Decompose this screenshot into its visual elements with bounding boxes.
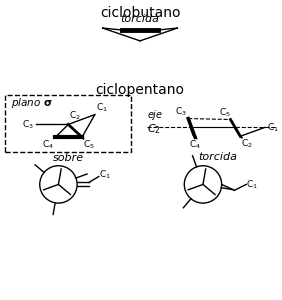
- Text: C$_4$: C$_4$: [189, 138, 201, 151]
- Text: C$_3$: C$_3$: [22, 118, 34, 131]
- Text: torcida: torcida: [198, 152, 237, 162]
- Text: ciclobutano: ciclobutano: [100, 6, 180, 20]
- Text: C$_3$: C$_3$: [175, 105, 187, 118]
- Text: ciclopentano: ciclopentano: [96, 83, 184, 97]
- Text: C$_1$: C$_1$: [246, 178, 258, 191]
- Text: C$_2$: C$_2$: [241, 137, 253, 150]
- Text: C$_1$: C$_1$: [99, 168, 111, 181]
- Text: C$_4$: C$_4$: [43, 138, 54, 151]
- Text: torcida: torcida: [120, 14, 160, 24]
- Text: $\mathbf{\mathit{plano}}$ $\mathbf{\sigma}$: $\mathbf{\mathit{plano}}$ $\mathbf{\sigm…: [11, 96, 53, 110]
- Bar: [5, 95, 131, 152]
- Text: C$_2$: C$_2$: [69, 110, 81, 122]
- Polygon shape: [68, 124, 84, 139]
- Text: $\mathbf{\mathit{eje}}$: $\mathbf{\mathit{eje}}$: [147, 109, 163, 122]
- Polygon shape: [190, 128, 197, 139]
- Text: C$_5$: C$_5$: [219, 106, 230, 118]
- Polygon shape: [234, 128, 242, 138]
- Text: C$_5$: C$_5$: [83, 138, 95, 151]
- Text: C$_1$: C$_1$: [96, 101, 108, 114]
- Text: C$_1$: C$_1$: [267, 121, 279, 134]
- Text: $\mathbf{\mathit{C_2}}$: $\mathbf{\mathit{C_2}}$: [147, 122, 161, 136]
- Text: sobre: sobre: [53, 153, 84, 163]
